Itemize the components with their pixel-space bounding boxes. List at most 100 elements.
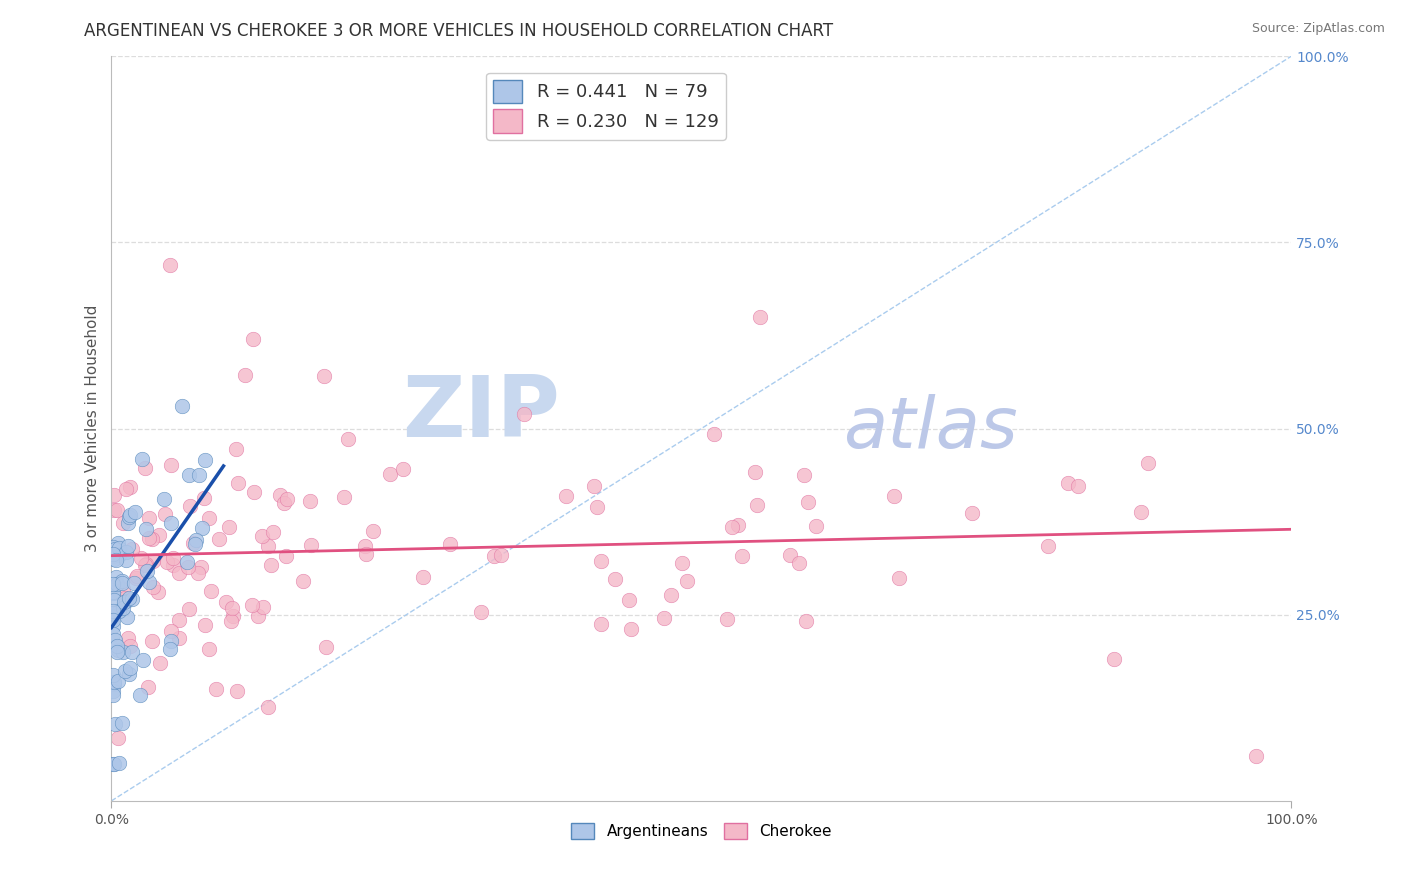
- Point: [117, 632, 139, 646]
- Point: [101, 549, 124, 564]
- Point: [142, 580, 165, 594]
- Point: [716, 612, 738, 626]
- Y-axis label: 3 or more Vehicles in Household: 3 or more Vehicles in Household: [86, 305, 100, 552]
- Point: [108, 541, 131, 556]
- Point: [731, 549, 754, 564]
- Point: [226, 475, 249, 490]
- Point: [101, 609, 124, 624]
- Point: [105, 639, 128, 653]
- Point: [114, 553, 136, 567]
- Point: [101, 606, 124, 620]
- Point: [412, 570, 434, 584]
- Point: [159, 642, 181, 657]
- Point: [191, 521, 214, 535]
- Point: [101, 609, 124, 624]
- Point: [160, 633, 183, 648]
- Point: [142, 554, 165, 568]
- Point: [745, 498, 768, 512]
- Point: [101, 607, 124, 621]
- Point: [162, 551, 184, 566]
- Point: [187, 566, 209, 581]
- Point: [101, 586, 124, 600]
- Point: [1104, 652, 1126, 666]
- Point: [125, 571, 148, 585]
- Point: [186, 533, 208, 547]
- Point: [260, 558, 283, 573]
- Point: [125, 568, 148, 582]
- Point: [112, 601, 135, 615]
- Point: [132, 653, 155, 667]
- Point: [135, 564, 157, 578]
- Point: [112, 582, 135, 597]
- Point: [117, 667, 139, 681]
- Point: [247, 609, 270, 624]
- Point: [105, 645, 128, 659]
- Point: [111, 574, 134, 589]
- Point: [115, 610, 138, 624]
- Point: [1057, 475, 1080, 490]
- Point: [652, 611, 675, 625]
- Point: [107, 643, 129, 657]
- Point: [225, 442, 247, 457]
- Point: [138, 531, 160, 545]
- Point: [138, 574, 160, 589]
- Point: [155, 507, 177, 521]
- Point: [128, 688, 150, 702]
- Point: [146, 584, 169, 599]
- Point: [105, 577, 128, 591]
- Point: [354, 547, 377, 561]
- Point: [121, 591, 143, 606]
- Point: [103, 677, 125, 691]
- Point: [299, 494, 322, 508]
- Point: [470, 605, 492, 619]
- Point: [115, 594, 138, 608]
- Point: [1067, 479, 1090, 493]
- Point: [242, 332, 264, 346]
- Point: [262, 524, 284, 539]
- Point: [167, 613, 190, 627]
- Point: [120, 480, 142, 494]
- Point: [312, 369, 335, 384]
- Point: [101, 613, 124, 627]
- Point: [291, 574, 314, 589]
- Point: [177, 560, 200, 574]
- Point: [198, 642, 221, 657]
- Point: [233, 368, 256, 383]
- Point: [806, 519, 828, 533]
- Point: [104, 541, 127, 556]
- Point: [104, 632, 127, 647]
- Point: [103, 488, 125, 502]
- Point: [101, 756, 124, 771]
- Point: [252, 599, 274, 614]
- Point: [513, 407, 536, 421]
- Point: [184, 537, 207, 551]
- Point: [779, 548, 801, 562]
- Point: [605, 572, 627, 586]
- Point: [101, 684, 124, 698]
- Point: [221, 608, 243, 623]
- Point: [243, 485, 266, 500]
- Point: [183, 536, 205, 550]
- Point: [336, 432, 359, 446]
- Point: [134, 558, 156, 572]
- Point: [141, 633, 163, 648]
- Point: [219, 614, 242, 628]
- Point: [796, 614, 818, 628]
- Point: [198, 511, 221, 525]
- Point: [115, 482, 138, 496]
- Point: [190, 559, 212, 574]
- Point: [167, 631, 190, 645]
- Point: [167, 566, 190, 580]
- Point: [101, 585, 124, 599]
- Point: [121, 542, 143, 557]
- Point: [131, 452, 153, 467]
- Point: [703, 427, 725, 442]
- Point: [721, 520, 744, 534]
- Point: [103, 675, 125, 690]
- Point: [583, 479, 606, 493]
- Point: [159, 258, 181, 272]
- Point: [193, 491, 215, 506]
- Point: [162, 558, 184, 573]
- Point: [112, 645, 135, 659]
- Point: [114, 591, 136, 605]
